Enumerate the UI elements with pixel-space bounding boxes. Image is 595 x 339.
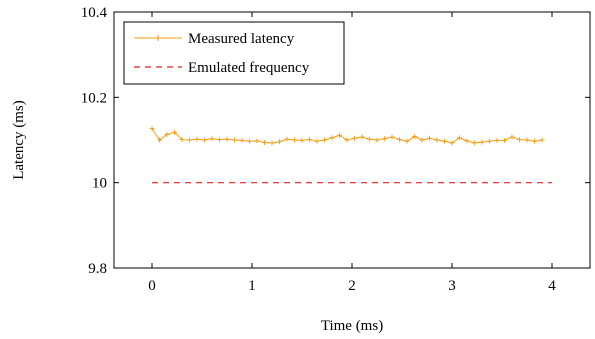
data-point-measured-latency [359,134,365,140]
data-point-measured-latency [337,132,342,138]
data-point-measured-latency [352,135,357,141]
x-tick-label: 3 [448,278,456,294]
data-point-measured-latency [509,134,515,140]
data-point-measured-latency [367,136,372,142]
data-point-measured-latency [344,137,350,143]
data-point-measured-latency [209,136,215,142]
data-point-measured-latency [404,138,410,144]
data-point-measured-latency [329,135,335,141]
data-point-measured-latency [412,134,417,140]
data-point-measured-latency [532,138,537,144]
data-point-measured-latency [269,140,275,146]
data-point-measured-latency [314,138,320,144]
data-point-measured-latency [157,137,162,143]
data-point-measured-latency [382,136,387,142]
x-tick-label: 4 [548,278,556,294]
x-axis-label: Time (ms) [321,318,383,334]
data-point-measured-latency [239,137,245,143]
data-point-measured-latency [374,137,380,143]
data-point-measured-latency [307,137,312,143]
data-point-measured-latency [434,137,440,143]
data-point-measured-latency [487,138,492,144]
data-point-measured-latency [419,137,425,143]
data-point-measured-latency [262,140,267,146]
data-point-measured-latency [299,137,305,143]
data-point-measured-latency [202,137,207,143]
data-point-measured-latency [442,138,447,144]
data-point-measured-latency [322,137,327,143]
data-point-measured-latency [194,136,200,142]
data-point-measured-latency [524,137,530,143]
data-point-measured-latency [247,138,252,144]
data-point-measured-latency [187,137,192,143]
legend-box [123,21,345,85]
data-point-measured-latency [217,137,222,143]
data-point-measured-latency [539,137,545,143]
x-tick-label: 2 [348,278,356,294]
y-axis-label: Latency (ms) [11,100,27,180]
data-point-measured-latency [479,139,485,145]
data-point-measured-latency [472,140,477,146]
data-point-measured-latency [254,138,260,144]
data-point-measured-latency [284,136,290,142]
x-tick-label: 1 [248,278,256,294]
data-point-measured-latency [502,137,507,143]
data-point-measured-latency [149,125,155,131]
data-point-measured-latency [172,129,177,135]
data-point-measured-latency [494,137,500,143]
data-point-measured-latency [224,136,230,142]
data-point-measured-latency [397,137,402,143]
data-point-measured-latency [389,134,395,140]
series-layer [149,125,552,184]
data-point-measured-latency [517,137,522,143]
data-point-measured-latency [232,137,237,143]
x-ticks: 0 1 2 3 4 [148,12,556,294]
data-point-measured-latency [179,137,185,143]
data-point-measured-latency [464,138,470,144]
data-point-measured-latency [292,137,297,143]
legend-marker-measured-latency [155,35,161,41]
legend-label-emulated-frequency: Emulated frequency [188,60,310,76]
data-point-measured-latency [164,131,170,137]
y-ticks: 9.8 10 10.2 10.4 [81,5,590,277]
data-point-measured-latency [427,135,432,141]
data-point-measured-latency [449,140,455,146]
y-tick-label: 10.4 [81,5,108,21]
x-tick-label: 0 [148,278,156,294]
legend: Measured latency Emulated frequency [123,21,345,85]
y-tick-label: 10 [92,176,107,192]
data-point-measured-latency [457,135,462,141]
legend-label-measured-latency: Measured latency [188,31,295,47]
y-tick-label: 9.8 [88,261,107,277]
data-point-measured-latency [277,139,282,145]
y-tick-label: 10.2 [81,90,107,106]
